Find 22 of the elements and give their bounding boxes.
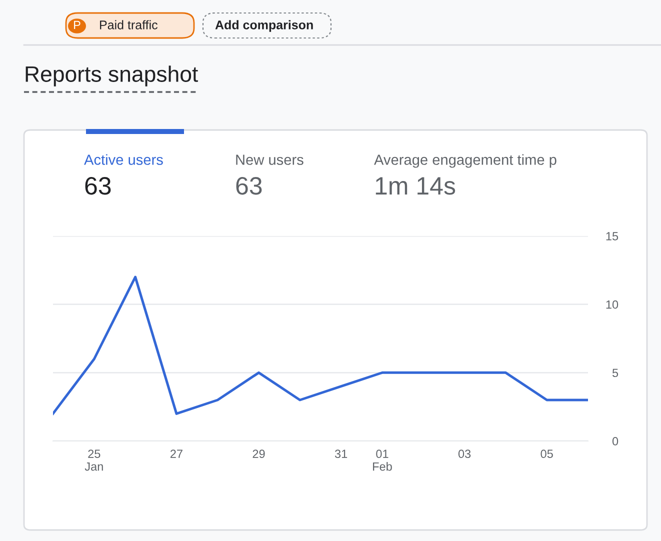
x-tick-label: 27 xyxy=(170,450,182,458)
line-series xyxy=(53,276,588,415)
x-tick-label: 05 xyxy=(540,450,553,458)
chart-title: Reports snapshot xyxy=(26,66,198,86)
x-tick-label: 31 xyxy=(334,450,348,458)
y-tick-label: 15 xyxy=(606,232,618,240)
text: Average engagement time p xyxy=(374,154,556,168)
text: Add comparison xyxy=(215,20,313,32)
y-tick-label: 5 xyxy=(612,368,618,378)
y-tick-label: 10 xyxy=(606,300,618,309)
text: 63 xyxy=(236,177,262,195)
text: Paid traffic xyxy=(100,20,158,30)
x-tick-label: 03 xyxy=(458,450,471,458)
text: New users xyxy=(236,154,304,165)
text: 1m 14s xyxy=(376,177,456,195)
x-tick-label: 29 xyxy=(252,450,265,458)
text: 63 xyxy=(85,177,111,195)
x-tick-label: 01 Feb xyxy=(373,450,392,471)
text: Active users xyxy=(84,154,163,165)
text: P xyxy=(74,20,80,30)
y-tick-label: 0 xyxy=(612,437,618,446)
x-tick-label: 25 Jan xyxy=(84,450,103,471)
